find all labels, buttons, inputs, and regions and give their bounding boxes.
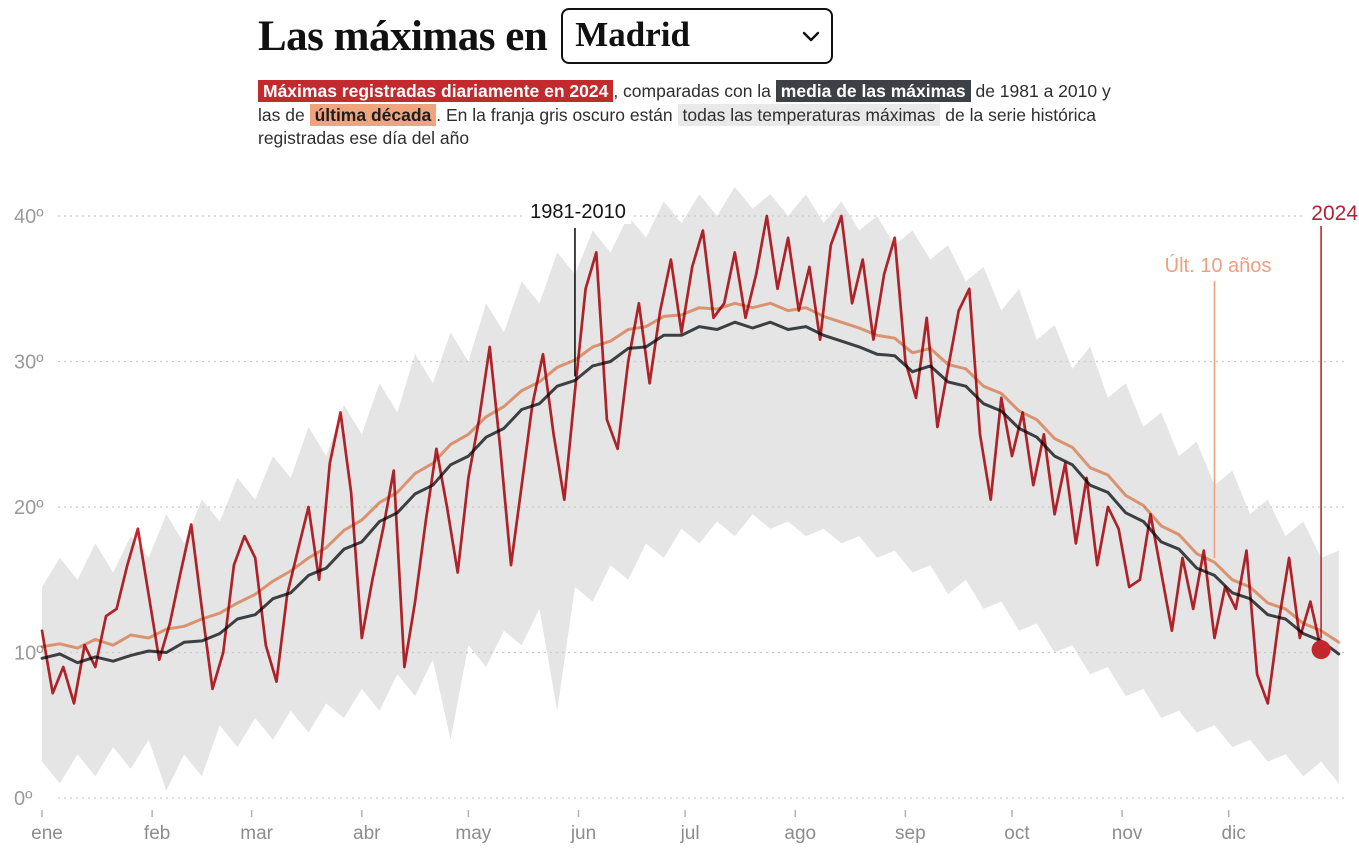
y-axis-tick-label: 30º <box>14 352 44 374</box>
legend-2024-highlight: Máximas registradas diariamente en 2024 <box>258 80 614 102</box>
city-select-wrap: Madrid <box>561 8 834 64</box>
x-axis-month-label: dic <box>1222 823 1246 844</box>
x-axis-month-label: oct <box>1004 823 1030 844</box>
y-axis-tick-label: 0º <box>14 788 33 810</box>
legend-todas-highlight: todas las temperaturas máximas <box>677 103 941 126</box>
x-axis-month-label: nov <box>1112 823 1143 844</box>
y-axis-tick-label: 20º <box>14 497 44 519</box>
legend-decada-highlight: última década <box>309 103 437 126</box>
month-axis: ene feb mar abr may jun jul ago sep oct nov dic <box>31 810 1246 844</box>
city-select[interactable]: Madrid <box>561 8 834 64</box>
legend-text-2: de 1981 a 2010 y las de <box>258 81 1111 125</box>
x-axis-month-label: may <box>455 823 491 844</box>
x-axis-month-label: mar <box>240 823 273 844</box>
y-gridlines-and-labels: 0º 10º 20º 30º 40º <box>14 206 1348 810</box>
legend-text-3: . En la franja gris oscuro están <box>436 104 678 125</box>
x-axis-month-label: ago <box>784 823 816 844</box>
data-lines <box>40 214 1341 705</box>
latest-value-dot <box>1311 640 1331 660</box>
year-2024-line <box>40 214 1323 705</box>
x-axis-month-label: sep <box>895 823 926 844</box>
chart-legend-text: Máximas registradas diariamente en 2024,… <box>258 80 1126 151</box>
y-axis-tick-label: 10º <box>14 643 44 665</box>
mean-1981-2010-line <box>40 320 1341 665</box>
page-title: Las máximas en <box>258 12 548 60</box>
historical-range-band <box>42 186 1339 791</box>
x-axis-month-label: ene <box>31 823 63 844</box>
annotation-1981-2010-label: 1981-2010 <box>525 201 631 224</box>
header: Las máximas en Madrid <box>258 8 1138 64</box>
legend-media-highlight: media de las máximas <box>775 80 971 102</box>
x-axis-month-label: jun <box>570 823 596 844</box>
x-axis-month-label: jul <box>680 823 700 844</box>
x-axis-month-label: feb <box>144 823 170 844</box>
annotation-2024-label: 2024 <box>1306 202 1359 226</box>
legend-text-4: de la serie histórica registradas ese dí… <box>258 104 1097 149</box>
legend-text-1: , comparadas con la <box>613 81 776 101</box>
annotation-ult-10-anos-label: Últ. 10 años <box>1159 255 1277 278</box>
y-axis-tick-label: 40º <box>14 206 44 228</box>
annotation-pointer-lines <box>574 224 1322 639</box>
x-axis-month-label: abr <box>353 823 381 844</box>
